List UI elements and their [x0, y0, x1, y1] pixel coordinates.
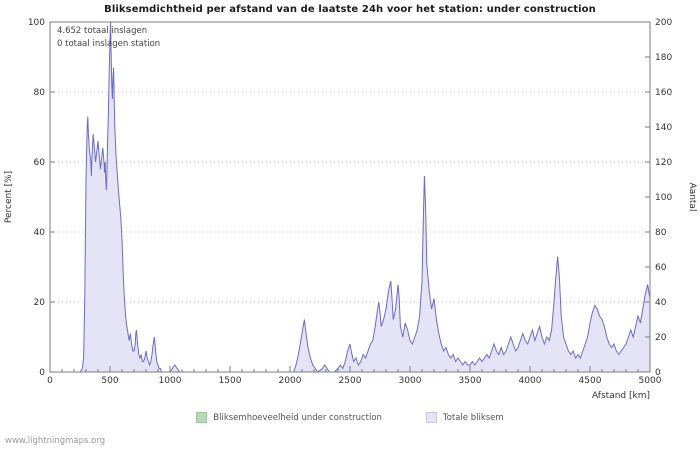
y-left-tick-label: 80 — [34, 88, 46, 98]
y-left-axis-label: Percent [%] — [4, 171, 14, 223]
x-tick-label: 4000 — [519, 376, 542, 386]
annotation-station-strikes: 0 totaal inslagen station — [57, 39, 161, 49]
y-right-tick-label: 60 — [655, 263, 667, 273]
series-line — [50, 21, 651, 373]
x-tick-label: 2000 — [279, 376, 302, 386]
legend-swatch-green — [196, 412, 208, 423]
x-tick-label: 1500 — [219, 376, 242, 386]
annotation-total-strikes: 4.652 totaal inslagen — [57, 26, 148, 36]
y-right-tick-label: 180 — [655, 53, 672, 63]
x-tick-label: 4500 — [579, 376, 602, 386]
y-right-tick-label: 140 — [655, 123, 672, 133]
x-axis-ticks: 0 500 1000 1500 2000 2500 3000 3500 4000 4500 5000 — [47, 366, 662, 386]
y-right-tick-label: 40 — [655, 298, 667, 308]
x-axis-label: Afstand [km] — [592, 391, 650, 401]
y-left-tick-label: 40 — [34, 228, 46, 238]
y-right-tick-label: 120 — [655, 158, 672, 168]
y-left-tick-label: 0 — [39, 368, 45, 378]
y-axis-left-ticks: 0 20 40 60 80 100 — [28, 18, 55, 378]
y-right-tick-label: 20 — [655, 333, 667, 343]
legend-swatch-lavender — [425, 412, 437, 423]
legend-item-station: Bliksemhoeveelheid under construction — [196, 412, 382, 423]
legend-item-total: Totale bliksem — [425, 412, 504, 423]
y-left-tick-label: 60 — [34, 158, 46, 168]
legend-label-total: Totale bliksem — [442, 412, 504, 423]
chart-legend: Bliksemhoeveelheid under construction To… — [0, 412, 700, 423]
y-axis-right-ticks: 0 20 40 60 80 100 120 140 160 180 200 — [645, 18, 672, 378]
series-area — [50, 22, 650, 372]
watermark-text: www.lightningmaps.org — [5, 436, 106, 446]
x-tick-label: 3000 — [399, 376, 422, 386]
y-right-tick-label: 80 — [655, 228, 667, 238]
chart-title: Bliksemdichtheid per afstand van de laat… — [104, 4, 596, 15]
y-left-tick-label: 20 — [34, 298, 46, 308]
y-left-tick-label: 100 — [28, 18, 45, 28]
y-right-tick-label: 160 — [655, 88, 672, 98]
x-tick-label: 5000 — [639, 376, 662, 386]
x-tick-label: 2500 — [339, 376, 362, 386]
y-right-tick-label: 200 — [655, 18, 672, 28]
gridlines — [50, 91, 650, 303]
legend-label-station: Bliksemhoeveelheid under construction — [213, 412, 382, 423]
x-tick-label: 1000 — [159, 376, 182, 386]
x-tick-label: 3500 — [459, 376, 482, 386]
y-right-tick-label: 100 — [655, 193, 672, 203]
x-tick-label: 0 — [47, 376, 53, 386]
x-tick-label: 500 — [101, 376, 118, 386]
y-right-axis-label: Aantal — [687, 183, 697, 212]
y-right-tick-label: 0 — [655, 368, 661, 378]
